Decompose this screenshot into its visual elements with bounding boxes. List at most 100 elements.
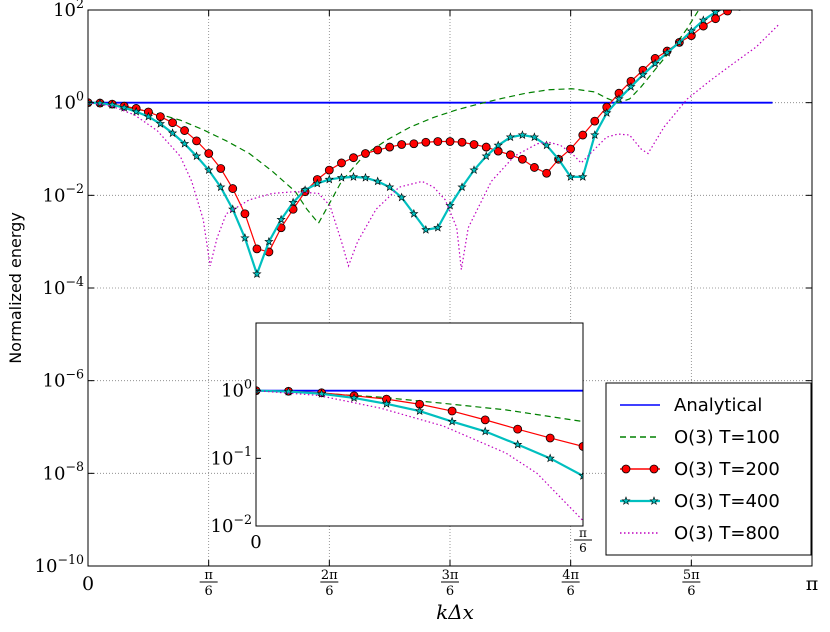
- series-o-3-t-200: [88, 10, 742, 257]
- legend-item-o-3-t-800: O(3) T=800: [620, 523, 780, 544]
- inset-series-o-3-t-200-point-6: [447, 406, 457, 416]
- series-o-3-t-200-point-7: [168, 118, 177, 128]
- legend-label-o-3-t-200: O(3) T=200: [674, 459, 780, 480]
- x-tick-4-label: 4π6: [561, 568, 580, 599]
- series-o-3-t-800-line: [88, 23, 780, 270]
- series-o-3-t-200-point-53: [723, 10, 732, 16]
- series-o-3-t-400-point-44: [614, 94, 624, 103]
- inset-series-o-3-t-400-point-2: [316, 388, 327, 398]
- series-o-3-t-400-point-19: [312, 178, 322, 188]
- series-o-3-t-400-point-52: [710, 10, 721, 17]
- legend-label-o-3-t-100: O(3) T=100: [674, 427, 780, 448]
- series-o-3-t-400-point-37: [529, 132, 540, 142]
- series-o-3-t-400-point-29: [433, 222, 443, 232]
- series-o-3-t-400-point-5: [143, 111, 153, 121]
- x-tick-6-label-text: π: [806, 573, 819, 595]
- series-o-3-t-200-point-11: [216, 164, 226, 173]
- series-o-3-t-400-point-6: [155, 118, 165, 128]
- y-tick-3-label: 10−4: [43, 274, 84, 299]
- x-tick-0-label: 0: [82, 573, 94, 595]
- series-o-3-t-200-point-27: [409, 139, 419, 149]
- series-o-3-t-400-point-48: [662, 47, 672, 57]
- x-tick-3-label-denominator: 6: [446, 584, 454, 599]
- x-tick-4-label-denominator: 6: [567, 584, 575, 599]
- series-o-3-t-400-point-17: [288, 197, 298, 207]
- series-o-3-t-400-point-27: [409, 208, 419, 218]
- x-tick-1-label-numerator: π: [204, 568, 213, 583]
- series-o-3-t-200-point-37: [529, 163, 539, 172]
- series-o-3-t-400-point-49: [674, 37, 684, 47]
- x-tick-3-label-numerator: 3π: [442, 568, 459, 583]
- inset-series-o-3-t-800: [256, 390, 583, 522]
- series-o-3-t-400-point-47: [650, 58, 660, 68]
- x-tick-5-label-denominator: 6: [687, 584, 695, 599]
- legend-marker-o-3-t-200-b: [649, 464, 659, 474]
- series-o-3-t-400-point-39: [553, 154, 564, 164]
- series-o-3-t-400-point-50: [686, 26, 696, 36]
- inset-series-o-3-t-800-line: [256, 390, 583, 522]
- inset-series-o-3-t-200-point-10: [578, 442, 583, 451]
- series-o-3-t-400-point-11: [216, 182, 226, 192]
- series-o-3-t-200-point-33: [481, 142, 491, 152]
- inset-frame: [255, 322, 584, 527]
- series-o-3-t-200-point-12: [228, 184, 238, 193]
- legend-item-analytical: Analytical: [620, 395, 762, 416]
- series-o-3-t-400-point-43: [602, 108, 612, 117]
- series-o-3-t-200-point-54: [737, 10, 742, 11]
- series-o-3-t-400-point-40: [565, 172, 576, 181]
- series-o-3-t-400-point-33: [481, 151, 491, 161]
- series-o-3-t-400-point-45: [626, 81, 636, 91]
- series-o-3-t-400-point-15: [264, 236, 274, 246]
- legend-marker-o-3-t-200-a: [621, 464, 631, 474]
- series-o-3-t-400-point-8: [179, 138, 190, 148]
- legend: Analytical O(3) T=100 O(3) T=200 O(3) T=400…: [605, 382, 812, 556]
- series-o-3-t-200-point-35: [506, 150, 515, 160]
- series-o-3-t-400-point-36: [517, 130, 528, 139]
- inset-series-o-3-t-400-point-5: [415, 406, 425, 415]
- inset-series-o-3-t-200-point-8: [513, 424, 523, 434]
- inset-series-o-3-t-400-point-6: [447, 416, 457, 426]
- inset-y-tick-0-label: 10−2: [211, 512, 252, 537]
- series-o-3-t-400-point-41: [578, 172, 588, 181]
- series-o-3-t-100-line: [88, 10, 700, 225]
- x-tick-4-label-numerator: 4π: [562, 568, 579, 583]
- inset-series-o-3-t-400-point-8: [513, 439, 523, 449]
- series-o-3-t-400-point-32: [469, 165, 479, 175]
- series-o-3-t-200-point-41: [578, 130, 588, 140]
- series-o-3-t-200-point-36: [518, 154, 527, 164]
- inset-x-tick-1-label: π6: [574, 526, 592, 555]
- inset-y-tick-1-label: 10−1: [211, 444, 252, 469]
- series-o-3-t-200-point-25: [385, 142, 395, 152]
- series-o-3-t-400-point-3: [119, 102, 129, 112]
- main-series-group: [88, 10, 780, 278]
- x-tick-5-label: 5π6: [682, 568, 701, 599]
- series-o-3-t-200-point-24: [373, 145, 383, 155]
- series-o-3-t-400-point-38: [541, 140, 552, 150]
- series-o-3-t-400-point-21: [336, 172, 347, 182]
- series-o-3-t-400-point-28: [421, 224, 431, 234]
- series-o-3-t-400-point-46: [638, 69, 648, 79]
- inset-series-o-3-t-200-point-9: [545, 433, 555, 443]
- series-o-3-t-200-point-21: [337, 158, 346, 168]
- series-o-3-t-400-point-10: [204, 165, 214, 175]
- x-tick-3-label: 3π6: [441, 568, 460, 599]
- y-tick-1-label: 10−8: [43, 459, 84, 484]
- series-o-3-t-400-point-24: [373, 176, 383, 186]
- series-o-3-t-200-point-29: [433, 137, 443, 146]
- series-o-3-t-200-point-8: [180, 126, 189, 135]
- series-o-3-t-400-point-7: [167, 128, 178, 138]
- series-o-3-t-400-point-30: [445, 200, 455, 210]
- series-o-3-t-400-point-16: [276, 214, 286, 224]
- series-o-3-t-400-point-31: [457, 182, 467, 192]
- legend-item-o-3-t-100: O(3) T=100: [620, 427, 780, 448]
- inset-series-o-3-t-400-point-3: [349, 393, 359, 402]
- y-tick-4-label: 10−2: [43, 181, 84, 206]
- series-o-3-t-400-point-4: [131, 106, 141, 116]
- series-o-3-t-400-point-20: [324, 174, 334, 184]
- series-o-3-t-200-point-30: [445, 137, 455, 146]
- y-tick-6-label: 102: [53, 0, 84, 21]
- series-o-3-t-400-point-34: [493, 140, 503, 150]
- inset-series-o-3-t-400: [256, 385, 583, 480]
- series-o-3-t-200-point-42: [590, 116, 600, 126]
